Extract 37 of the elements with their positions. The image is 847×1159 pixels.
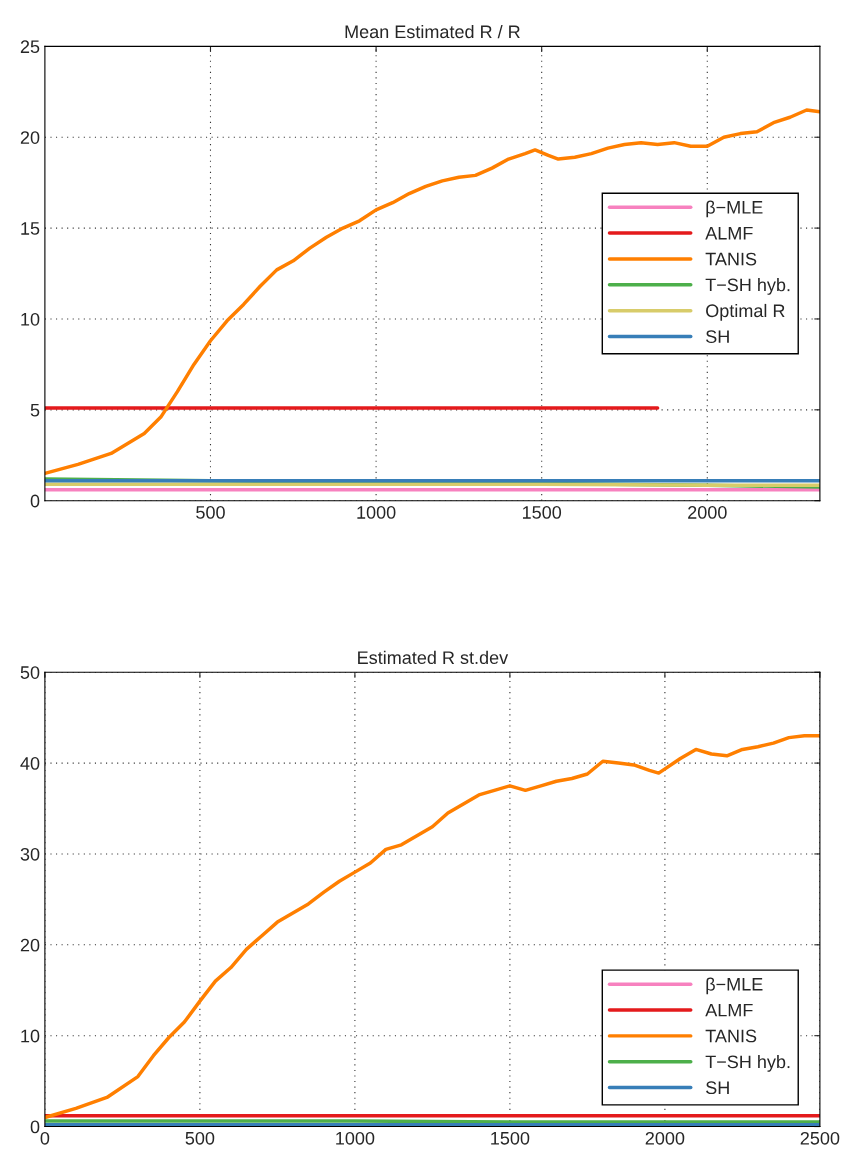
legend-label: SH [706, 1081, 729, 1095]
chart-title: Estimated R st.dev [358, 650, 509, 665]
legend-label: T−SH hyb. [705, 278, 790, 295]
y-tick-label: 0 [30, 1120, 40, 1134]
line-series [44, 108, 820, 476]
legend-label: β−MLE [706, 977, 763, 995]
y-tick-label: 15 [21, 222, 40, 235]
y-tick-label: 20 [20, 938, 40, 952]
legend-label: Optimal R [706, 303, 785, 321]
y-tick-label: 20 [20, 131, 40, 144]
legend-label: β−MLE [706, 200, 763, 218]
x-tick-label: 2500 [800, 1131, 840, 1145]
x-tick-label: 1500 [491, 1131, 530, 1145]
x-tick-label: 2000 [645, 1131, 685, 1145]
y-tick-label: 50 [20, 666, 40, 679]
x-tick-label: 2000 [688, 506, 727, 519]
y-tick-label: 25 [20, 40, 40, 54]
x-tick-label: 500 [196, 506, 225, 519]
x-tick-label: 500 [185, 1131, 215, 1145]
legend-label: ALMF [705, 226, 753, 240]
x-tick-label: 0 [40, 1131, 50, 1145]
legend-label: ALMF [705, 1003, 753, 1017]
legend-label: TANIS [705, 1029, 757, 1043]
y-tick-label: 5 [30, 403, 40, 417]
y-tick-label: 10 [21, 1029, 40, 1043]
legend-label: T−SH hyb. [705, 1054, 790, 1072]
legend-label: SH [706, 330, 729, 344]
y-tick-label: 30 [20, 847, 40, 861]
line-series [44, 734, 820, 1120]
chart-title: Mean Estimated R / R [345, 24, 520, 39]
x-tick-label: 1000 [336, 1131, 375, 1145]
y-tick-label: 0 [30, 494, 40, 508]
x-tick-label: 1000 [357, 506, 396, 519]
x-tick-label: 1500 [522, 506, 562, 519]
y-tick-label: 10 [21, 312, 40, 326]
y-tick-label: 40 [20, 757, 40, 770]
legend-label: TANIS [705, 252, 757, 266]
